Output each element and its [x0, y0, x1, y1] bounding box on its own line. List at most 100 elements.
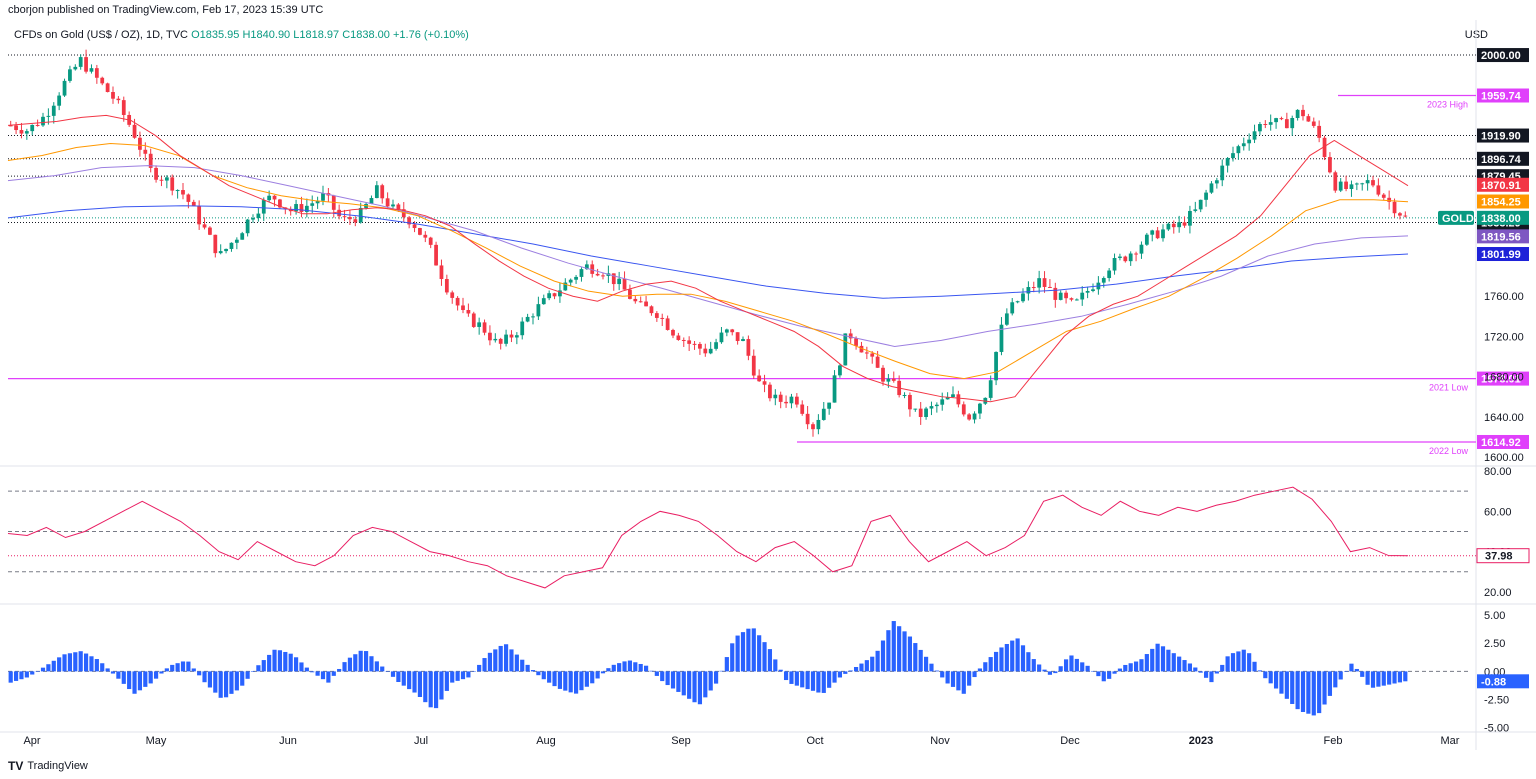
price-tag: [1477, 247, 1529, 262]
hist-bar: [724, 657, 729, 672]
candle-body: [1150, 230, 1155, 235]
candle-body: [1204, 192, 1208, 200]
candle-body: [14, 125, 18, 131]
hist-bar: [1257, 670, 1263, 672]
symbol-name[interactable]: CFDs on Gold (US$ / OZ), 1D, TVC: [14, 29, 189, 41]
hist-bar: [407, 671, 412, 690]
hist-bar: [1311, 671, 1316, 716]
hist-bar: [509, 649, 514, 672]
price-tag: [1477, 177, 1529, 192]
level-tag-label: 1678.01: [1481, 374, 1521, 386]
hist-bar: [697, 671, 703, 705]
hist-bar: [681, 671, 686, 696]
candle-body: [1220, 165, 1225, 181]
hist-bar: [116, 671, 121, 679]
candle-body: [574, 276, 578, 280]
candle-body: [191, 201, 196, 207]
x-tick-label: Jul: [414, 735, 428, 747]
candle-body: [412, 224, 417, 229]
candle-body: [197, 206, 202, 225]
candle-body: [762, 381, 767, 385]
candle-body: [175, 190, 180, 192]
hist-bar: [864, 660, 869, 672]
candle-body: [864, 352, 869, 354]
x-tick-label: Dec: [1060, 735, 1080, 747]
hist-bar: [1171, 653, 1176, 672]
candle-body: [455, 297, 460, 306]
hist-bar: [1220, 664, 1225, 672]
hist-bar: [240, 671, 245, 686]
candle-body: [1010, 302, 1015, 314]
candle-body: [240, 233, 245, 240]
candle-body: [552, 293, 557, 297]
candle-body: [8, 125, 13, 127]
hist-bar: [1387, 671, 1392, 685]
level-tag: [1477, 434, 1529, 449]
candle-body: [654, 313, 659, 318]
rsi-tick-label: 60.00: [1484, 506, 1512, 518]
hist-bar: [148, 671, 153, 684]
hist-bar: [487, 652, 493, 672]
hist-bar: [1020, 645, 1026, 672]
x-tick-label: Mar: [1441, 735, 1460, 747]
price-tag-label: 1870.91: [1481, 180, 1521, 192]
candle-body: [358, 207, 363, 223]
candle-body: [827, 402, 832, 409]
level-tag: [1477, 88, 1529, 103]
candle-body: [800, 404, 805, 414]
candle-body: [1177, 222, 1182, 228]
price-tick-label: 1680.00: [1484, 372, 1524, 384]
level-tag: [1477, 151, 1529, 166]
candle-body: [1015, 301, 1020, 303]
hist-bar: [223, 671, 229, 698]
candle-body: [1311, 121, 1316, 126]
candle-body: [805, 413, 810, 425]
candle-body: [595, 273, 600, 276]
hist-bar: [1117, 668, 1123, 672]
candle-body: [374, 185, 379, 199]
hist-bar: [778, 669, 783, 672]
candle-body: [1214, 180, 1219, 184]
hist-bar: [180, 661, 186, 672]
hist-bar: [1322, 671, 1327, 705]
hist-bar: [1107, 671, 1112, 679]
hist-bar: [105, 668, 110, 672]
hist-bar: [622, 661, 627, 672]
footer-brand: TradingView: [27, 760, 88, 772]
hist-bar: [617, 663, 622, 672]
candle-body: [1112, 258, 1117, 271]
candle-body: [353, 219, 358, 223]
candle-body: [848, 333, 853, 339]
hist-bar: [1187, 663, 1193, 672]
candle-body: [918, 408, 923, 418]
hist-bar: [369, 656, 374, 672]
hist-bar: [670, 671, 676, 689]
ohlc-close: C1838.00: [342, 29, 390, 41]
candle-body: [444, 279, 449, 293]
candle-body: [838, 365, 842, 376]
candle-body: [46, 115, 51, 117]
candle-body: [1290, 118, 1295, 129]
price-tick-label: 1600.00: [1484, 452, 1524, 464]
hist-bar: [897, 626, 902, 672]
candle-body: [111, 92, 115, 99]
hist-bar: [757, 635, 762, 672]
candle-body: [434, 244, 438, 266]
hist-bar: [600, 671, 606, 674]
candle-body: [1128, 253, 1133, 262]
candle-body: [466, 310, 471, 314]
candle-body: [477, 322, 482, 327]
candle-body: [687, 340, 692, 344]
candle-body: [1225, 158, 1230, 166]
candle-body: [148, 153, 153, 168]
hist-bar: [767, 649, 773, 672]
ohlc-change: +1.76 (+0.10%): [392, 29, 469, 41]
hist-bar: [837, 671, 843, 678]
hist-bar: [1360, 671, 1365, 677]
hist-bar: [573, 671, 579, 694]
hist-bar: [1166, 649, 1171, 672]
candle-body: [385, 198, 390, 207]
tradingview-logo-icon[interactable]: TV: [8, 759, 24, 773]
candle-body: [832, 375, 837, 403]
